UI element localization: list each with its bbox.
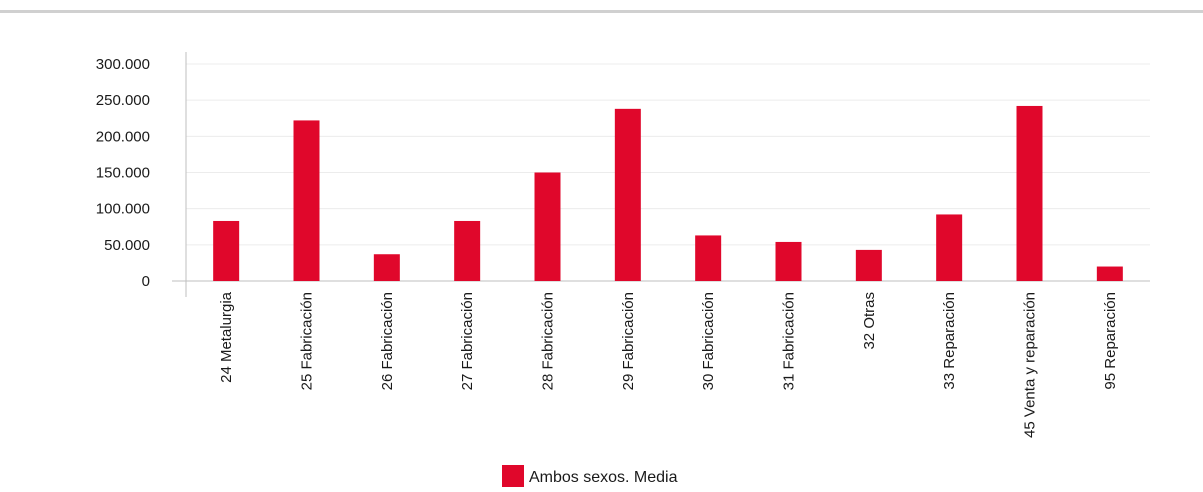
bar <box>454 220 481 281</box>
bar <box>775 241 802 281</box>
axes <box>172 52 1150 297</box>
y-tick-labels: 0 50.000 100.000 150.000 200.000 250.000 300.0… <box>96 56 150 290</box>
bar <box>1096 266 1123 281</box>
y-tick-label: 300.000 <box>96 56 150 73</box>
x-tick-label: 24 Metalurgia <box>218 291 235 383</box>
bar <box>695 235 722 281</box>
y-tick-label: 200.000 <box>96 128 150 145</box>
legend: Ambos sexos. Media <box>502 465 678 487</box>
y-tick-label: 100.000 <box>96 201 150 218</box>
gridlines <box>186 63 1150 246</box>
x-tick-label: 27 Fabricación <box>459 292 476 390</box>
y-tick-label: 250.000 <box>96 92 150 109</box>
top-divider <box>0 10 1203 13</box>
bar <box>213 220 240 281</box>
x-tick-label: 33 Reparación <box>941 292 958 390</box>
x-tick-label: 28 Fabricación <box>540 292 557 390</box>
bar <box>534 172 561 281</box>
bar <box>614 108 641 281</box>
x-tick-label: 31 Fabricación <box>781 292 798 390</box>
legend-swatch <box>502 465 524 487</box>
legend-label: Ambos sexos. Media <box>529 469 678 486</box>
x-tick-labels: 24 Metalurgia 25 Fabricación 26 Fabricació… <box>218 291 1119 438</box>
x-tick-label: 26 Fabricación <box>379 292 396 390</box>
x-tick-label: 25 Fabricación <box>299 292 316 390</box>
y-tick-label: 0 <box>142 273 150 290</box>
x-tick-label: 30 Fabricación <box>700 292 717 390</box>
bar <box>293 120 320 281</box>
y-tick-label: 150.000 <box>96 165 150 182</box>
x-tick-label: 95 Reparación <box>1102 292 1119 390</box>
bar <box>373 254 400 281</box>
bar <box>936 214 963 281</box>
y-tick-label: 50.000 <box>104 237 150 254</box>
x-tick-label: 45 Venta y reparación <box>1022 292 1039 438</box>
x-tick-label: 29 Fabricación <box>620 292 637 390</box>
x-tick-label: 32 Otras <box>861 292 878 350</box>
bars <box>213 105 1123 281</box>
bar <box>1016 105 1043 281</box>
bar <box>855 249 882 281</box>
